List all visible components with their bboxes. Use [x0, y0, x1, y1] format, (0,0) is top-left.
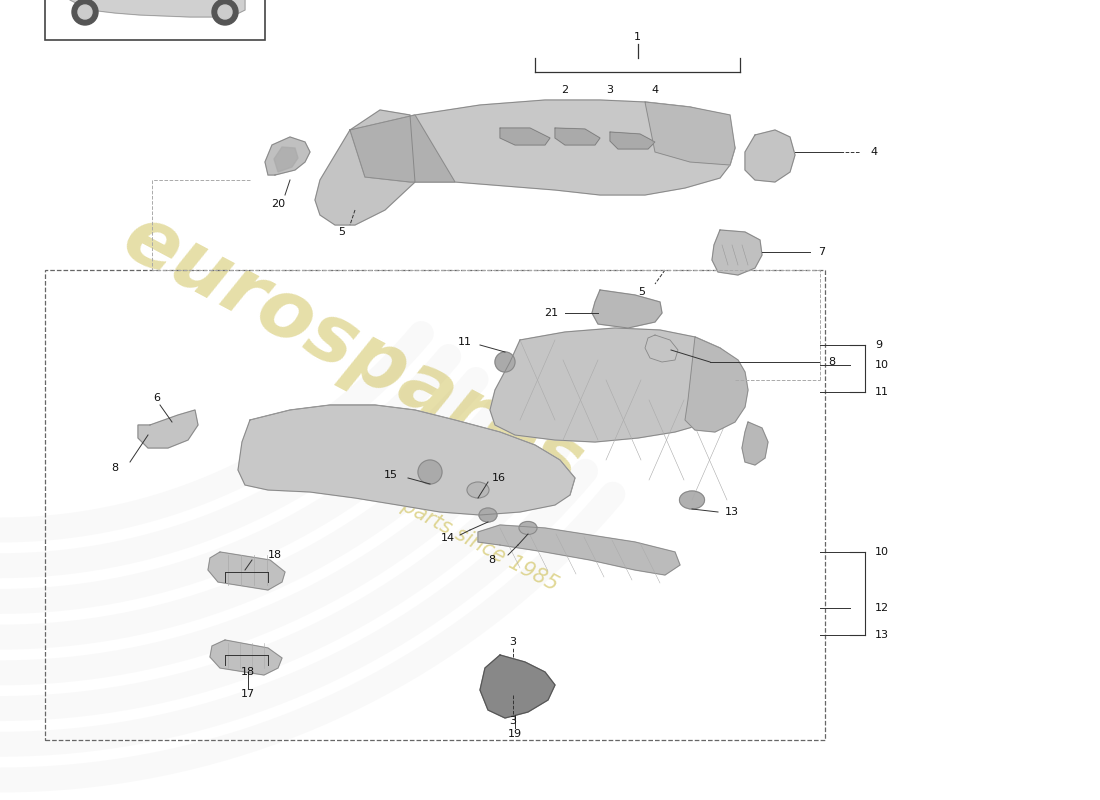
- Polygon shape: [210, 640, 282, 675]
- Text: 13: 13: [725, 507, 739, 517]
- Bar: [45, 0, 265, 40]
- Text: 5: 5: [339, 227, 345, 237]
- Polygon shape: [350, 115, 455, 182]
- Polygon shape: [274, 147, 298, 172]
- Text: a passion for parts since 1985: a passion for parts since 1985: [274, 430, 562, 594]
- Polygon shape: [645, 335, 678, 362]
- Text: 3: 3: [509, 637, 517, 647]
- Polygon shape: [500, 128, 550, 145]
- Text: 9: 9: [874, 340, 882, 350]
- Ellipse shape: [680, 491, 704, 509]
- Text: 4: 4: [651, 85, 659, 95]
- Polygon shape: [265, 137, 310, 175]
- Text: 12: 12: [874, 603, 889, 613]
- Polygon shape: [490, 328, 740, 442]
- Polygon shape: [610, 132, 654, 149]
- Text: 13: 13: [874, 630, 889, 640]
- Text: 15: 15: [384, 470, 398, 480]
- Polygon shape: [480, 655, 556, 718]
- Text: 4: 4: [870, 147, 877, 157]
- Text: 11: 11: [458, 337, 472, 347]
- Text: 21: 21: [543, 308, 558, 318]
- Polygon shape: [478, 525, 680, 575]
- Text: 20: 20: [271, 199, 285, 209]
- Polygon shape: [712, 230, 762, 275]
- Polygon shape: [592, 290, 662, 328]
- Ellipse shape: [478, 508, 497, 522]
- Text: 7: 7: [818, 247, 825, 257]
- Text: 17: 17: [241, 689, 255, 699]
- Circle shape: [418, 460, 442, 484]
- Text: 18: 18: [268, 550, 282, 560]
- Text: 14: 14: [441, 533, 455, 543]
- Polygon shape: [350, 100, 735, 195]
- Text: 18: 18: [241, 667, 255, 677]
- Text: 16: 16: [492, 473, 506, 483]
- Polygon shape: [556, 128, 600, 145]
- Ellipse shape: [468, 482, 490, 498]
- Polygon shape: [55, 0, 245, 17]
- Bar: [45, 270, 825, 740]
- Polygon shape: [745, 130, 795, 182]
- Polygon shape: [315, 110, 415, 225]
- Text: 11: 11: [874, 387, 889, 397]
- Polygon shape: [685, 337, 748, 432]
- Text: 10: 10: [874, 547, 889, 557]
- Text: 8: 8: [488, 555, 495, 565]
- Ellipse shape: [519, 522, 537, 534]
- Text: 8: 8: [828, 357, 835, 367]
- Circle shape: [72, 0, 98, 25]
- Circle shape: [218, 5, 232, 19]
- Circle shape: [78, 5, 92, 19]
- Polygon shape: [208, 552, 285, 590]
- Text: eurospares: eurospares: [109, 198, 595, 506]
- Polygon shape: [238, 405, 575, 515]
- Text: 8: 8: [111, 463, 118, 473]
- Polygon shape: [742, 422, 768, 465]
- Polygon shape: [138, 410, 198, 448]
- Text: 1: 1: [634, 32, 641, 42]
- Text: 10: 10: [874, 360, 889, 370]
- Text: 3: 3: [509, 716, 517, 726]
- Circle shape: [212, 0, 238, 25]
- Circle shape: [495, 352, 515, 372]
- Text: 5: 5: [638, 287, 645, 297]
- Text: 2: 2: [561, 85, 569, 95]
- Polygon shape: [645, 102, 735, 165]
- Text: 6: 6: [154, 393, 161, 403]
- Text: 19: 19: [508, 729, 522, 739]
- Text: 3: 3: [606, 85, 614, 95]
